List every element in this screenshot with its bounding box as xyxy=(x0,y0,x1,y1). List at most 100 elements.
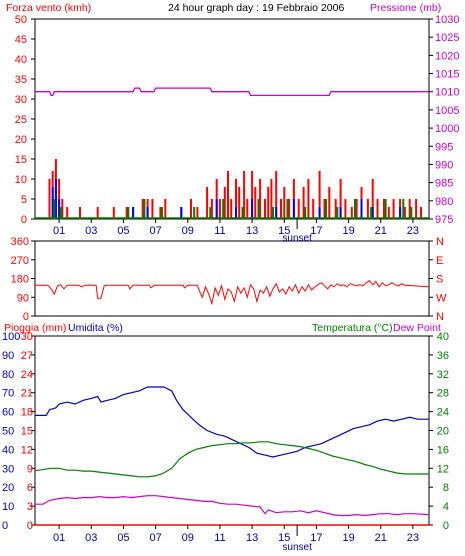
humidity-y-tick-label: 50 xyxy=(2,426,14,438)
wind-gust-bar xyxy=(246,199,249,219)
wind-gust-bar xyxy=(420,207,422,219)
wind-gust-bar xyxy=(339,179,342,219)
wind-gust-bar xyxy=(366,199,369,219)
wind-y-tick-label: 35 xyxy=(15,74,27,86)
wind-other-bar xyxy=(193,207,196,219)
rain-y-tick-label: 6 xyxy=(27,482,33,494)
wind-avg-bar xyxy=(146,207,149,219)
wind-other-bar xyxy=(354,199,356,219)
climate-x-tick-label: 07 xyxy=(149,532,161,544)
wind-other-bar xyxy=(209,207,212,219)
chart-title: 24 hour graph day : 19 Febbraio 2006 xyxy=(168,2,344,14)
wind-gust-bar xyxy=(227,171,229,219)
pressure-y-tick-label: 1025 xyxy=(435,32,459,44)
wind-gust-bar xyxy=(280,199,282,219)
series-dew-point-line xyxy=(35,495,430,517)
pressure-y-tick-label: 1005 xyxy=(435,105,459,117)
wind-avg-bar xyxy=(58,199,61,219)
sunset-label: sunset xyxy=(282,233,312,244)
wind-gust-bar xyxy=(238,187,241,219)
wind-gust-bar xyxy=(210,199,213,219)
wind-x-tick-label: 13 xyxy=(246,225,258,237)
wind-gust-bar xyxy=(318,171,321,219)
wind-gust-bar xyxy=(297,199,300,219)
wind-gust-bar xyxy=(270,179,273,219)
wind-other-bar xyxy=(127,207,130,219)
temperature-y-tick-label: 36 xyxy=(437,350,449,362)
wind-gust-bar xyxy=(387,207,390,219)
rain-y-axis: 0 3 6 9 12 15 18 21 24 27 30 xyxy=(21,331,35,532)
wind-gust-bar xyxy=(355,199,358,219)
wind-gust-bar xyxy=(66,207,69,219)
wind-x-tick-label: 11 xyxy=(214,225,225,237)
direction-y-tick-label: 90 xyxy=(17,292,29,304)
humidity-y-tick-label: 100 xyxy=(2,331,20,343)
pressure-y-tick-label: 1010 xyxy=(435,87,459,99)
wind-other-bar xyxy=(257,199,260,219)
temperature-y-tick-label: 20 xyxy=(437,426,449,438)
climate-x-tick-label: 19 xyxy=(342,532,354,544)
wind-x-tick-label: 19 xyxy=(342,225,354,237)
pressure-y-tick-label: 990 xyxy=(435,159,453,171)
wind-gust-bar xyxy=(164,199,167,219)
wind-other-bar xyxy=(304,207,307,219)
pressure-y-tick-label: 1020 xyxy=(435,50,459,62)
wind-gust-bar xyxy=(48,179,51,219)
wind-gust-bar xyxy=(403,207,406,219)
climate-lines xyxy=(34,386,430,526)
humidity-y-tick-label: 40 xyxy=(2,444,14,456)
wind-gust-bar xyxy=(288,199,291,219)
rain-y-tick-label: 3 xyxy=(27,501,33,513)
humidity-y-tick-label: 0 xyxy=(2,520,8,532)
wind-gust-bar xyxy=(254,187,257,219)
wind-y-tick-label: 45 xyxy=(15,34,27,46)
wind-gust-bar xyxy=(371,179,374,219)
wind-avg-bar xyxy=(292,199,295,219)
humidity-y-tick-label: 70 xyxy=(2,388,14,400)
rain-y-tick-label: 15 xyxy=(21,426,33,438)
rain-axis-title: Pioggia (mm) xyxy=(4,322,66,334)
wind-y-tick-label: 10 xyxy=(15,174,27,186)
direction-y-tick-label: 360 xyxy=(11,236,29,248)
pressure-y-tick-label: 975 xyxy=(435,214,453,226)
pressure-y-tick-label: 1015 xyxy=(435,69,459,81)
dewpoint-axis-title: Dew Point xyxy=(393,322,441,334)
wind-avg-bar xyxy=(215,199,218,219)
wind-avg-bar xyxy=(132,207,135,219)
wind-x-tick-label: 17 xyxy=(310,225,322,237)
climate-x-tick-label: 13 xyxy=(246,532,258,544)
humidity-y-tick-label: 30 xyxy=(2,463,14,475)
climate-x-tick-label: 11 xyxy=(214,532,225,544)
wind-gust-bar xyxy=(267,187,270,219)
wind-y-tick-label: 40 xyxy=(15,54,27,66)
wind-gust-bar xyxy=(344,199,347,219)
compass-label: E xyxy=(436,255,443,267)
wind-gust-bar xyxy=(151,199,154,219)
wind-other-bar xyxy=(336,207,339,219)
rain-y-tick-label: 18 xyxy=(21,407,33,419)
wind-other-bar xyxy=(384,199,387,219)
pressure-y-tick-label: 995 xyxy=(435,141,453,153)
wind-avg-bar xyxy=(51,187,54,219)
wind-other-bar xyxy=(53,199,56,219)
wind-gust-bar xyxy=(275,171,278,219)
temperature-y-tick-label: 8 xyxy=(443,482,449,494)
wind-other-bar xyxy=(161,207,163,219)
humidity-y-tick-label: 90 xyxy=(2,350,14,362)
wind-y-tick-label: 50 xyxy=(15,14,27,26)
wind-avg-bar xyxy=(54,179,57,219)
wind-x-tick-label: 07 xyxy=(149,225,161,237)
wind-gust-bar xyxy=(383,199,385,219)
compass-label: S xyxy=(436,274,443,286)
wind-other-bar xyxy=(370,207,373,219)
wind-y-tick-label: 0 xyxy=(21,214,27,226)
wind-gust-bar xyxy=(350,207,353,219)
wind-gust-bar xyxy=(283,187,286,219)
temperature-y-tick-label: 28 xyxy=(437,388,449,400)
wind-other-bar xyxy=(410,207,413,219)
direction-y-tick-label: 0 xyxy=(23,311,29,323)
wind-avg-bar xyxy=(251,199,254,219)
wind-gust-bar xyxy=(376,199,379,219)
climate-x-tick-label: 05 xyxy=(117,532,129,544)
